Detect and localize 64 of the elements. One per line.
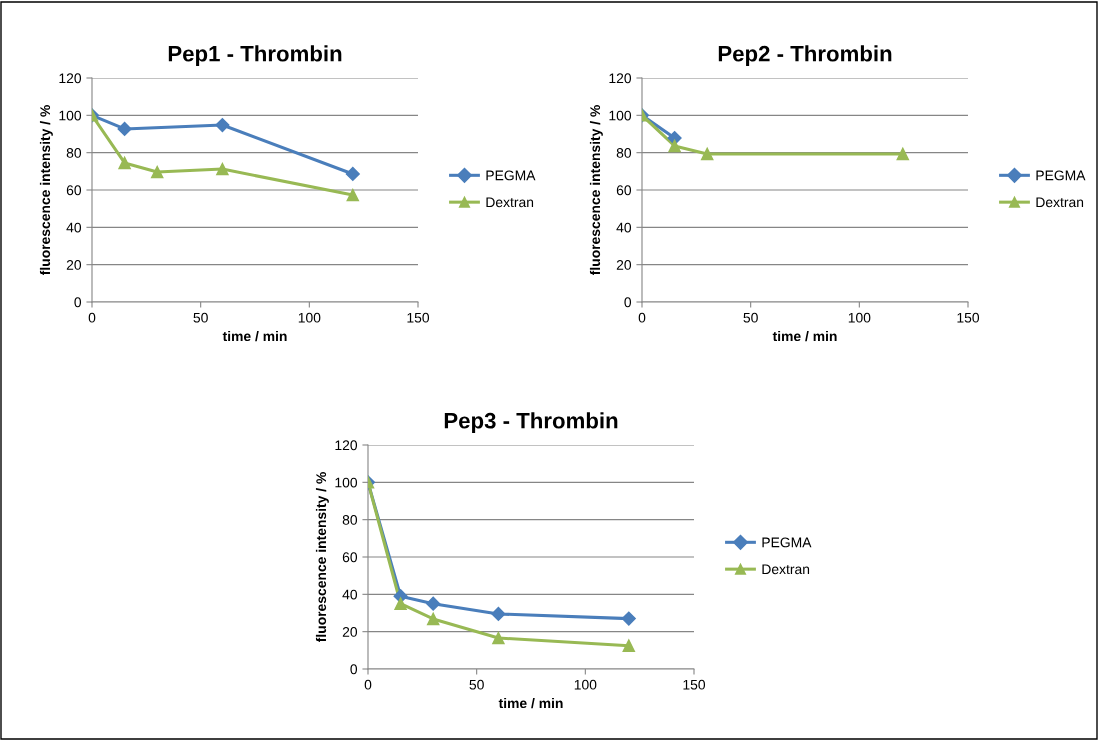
y-tick-label: 80 <box>342 515 358 525</box>
y-tick-label: 20 <box>66 260 82 270</box>
point <box>492 631 505 645</box>
y-axis-title: fluorescence intensity / % <box>39 105 53 276</box>
point <box>426 596 441 611</box>
y-tick-label: 40 <box>616 222 632 233</box>
x-tick-label: 100 <box>298 312 321 323</box>
y-tick-label: 80 <box>616 148 632 158</box>
y-tick-label: 80 <box>66 148 82 158</box>
x-tick-label: 0 <box>364 679 372 690</box>
y-tick-label: 100 <box>59 110 82 121</box>
y-tick-label: 60 <box>616 185 632 196</box>
chart-title: Pep1 - Thrombin <box>168 45 342 66</box>
y-tick-label: 40 <box>342 589 358 600</box>
point <box>700 147 714 161</box>
y-tick-label: 60 <box>66 185 82 196</box>
y-axis-title: fluorescence intensity / % <box>315 472 329 643</box>
x-axis-title: time / min <box>772 330 837 342</box>
legend-label: PEGMA <box>1036 170 1086 181</box>
y-tick-label: 120 <box>335 440 358 451</box>
legend-label: PEGMA <box>486 170 536 181</box>
x-tick-label: 150 <box>957 312 980 323</box>
point <box>668 139 681 153</box>
chart-title: Pep2 - Thrombin <box>718 45 892 66</box>
point <box>216 162 229 176</box>
point <box>118 156 131 170</box>
point <box>117 121 132 137</box>
y-tick-label: 0 <box>624 297 632 308</box>
point <box>491 606 506 622</box>
y-tick-label: 40 <box>66 222 82 233</box>
point <box>394 597 407 610</box>
legend-label: Dextran <box>762 564 810 575</box>
x-tick-label: 0 <box>638 312 646 323</box>
y-tick-label: 100 <box>609 110 632 121</box>
point <box>215 117 230 133</box>
x-tick-label: 50 <box>743 312 758 323</box>
point <box>621 611 636 626</box>
y-tick-label: 0 <box>74 297 82 308</box>
point <box>622 639 636 652</box>
point <box>345 166 360 182</box>
y-tick-label: 120 <box>609 73 632 84</box>
y-axis-title: fluorescence intensity / % <box>589 105 603 276</box>
point <box>150 165 164 179</box>
y-tick-label: 0 <box>350 664 358 675</box>
y-tick-label: 20 <box>616 260 632 270</box>
x-axis-title: time / min <box>498 697 563 709</box>
x-tick-label: 0 <box>88 312 96 323</box>
x-tick-label: 100 <box>574 679 597 690</box>
x-tick-label: 150 <box>407 312 430 323</box>
legend-label: Dextran <box>486 197 534 208</box>
x-tick-label: 50 <box>469 679 484 690</box>
x-tick-label: 150 <box>683 679 706 690</box>
y-tick-label: 100 <box>335 477 358 488</box>
point <box>346 188 360 202</box>
legend-label: PEGMA <box>762 537 812 548</box>
point <box>426 612 440 626</box>
y-tick-label: 120 <box>59 73 82 84</box>
y-tick-label: 20 <box>342 627 358 637</box>
chart-title: Pep3 - Thrombin <box>444 412 618 433</box>
y-tick-label: 60 <box>342 552 358 563</box>
x-axis-title: time / min <box>222 330 287 342</box>
legend-label: Dextran <box>1036 197 1084 208</box>
x-tick-label: 50 <box>193 312 208 323</box>
x-tick-label: 100 <box>848 312 871 323</box>
